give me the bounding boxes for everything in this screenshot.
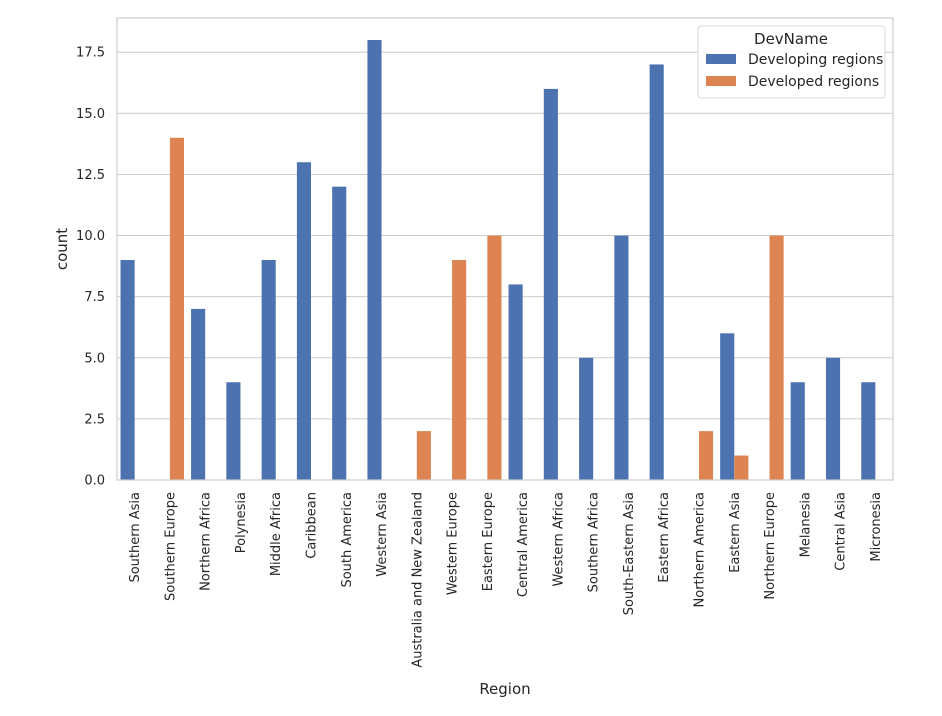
x-tick-label: Caribbean	[305, 492, 320, 559]
bar-developing	[649, 64, 664, 480]
x-tick-label: Northern Africa	[199, 492, 214, 591]
bar-developing	[332, 186, 347, 480]
y-tick-label: 17.5	[76, 46, 105, 61]
legend-label-developing: Developing regions	[748, 52, 883, 68]
x-tick-label: Micronesia	[869, 492, 884, 562]
x-tick-label: Southern Asia	[128, 492, 143, 583]
x-tick-label: Western Asia	[375, 492, 390, 577]
grid-lines	[117, 51, 893, 481]
x-tick-label: Melanesia	[798, 492, 813, 557]
bar-developed	[169, 137, 185, 480]
bar-developing	[543, 88, 558, 480]
bar-developed	[734, 455, 749, 480]
legend-swatch-developed	[706, 76, 736, 86]
bar-developed	[452, 260, 467, 480]
y-axis-label: count	[53, 228, 71, 270]
bar-developing	[191, 308, 206, 480]
bar-developing	[261, 260, 276, 480]
y-tick-labels: 0.0 2.5 5.0 7.5 10.0 12.5 15.0 17.5	[76, 46, 105, 489]
bar-developing	[226, 382, 241, 480]
legend-swatch-developing	[706, 54, 736, 64]
y-tick-label: 12.5	[76, 168, 105, 183]
y-tick-label: 15.0	[76, 107, 105, 122]
x-tick-label: Middle Africa	[269, 492, 284, 576]
x-tick-labels: Southern Asia Southern Europe Northern Afr…	[128, 492, 884, 668]
x-tick-label: Western Africa	[551, 492, 566, 587]
bar-developed	[769, 235, 784, 480]
bar-developing	[614, 235, 629, 480]
bar-developing	[120, 260, 135, 480]
bar-developing	[861, 382, 876, 480]
bar-developing	[790, 382, 805, 480]
y-tick-label: 2.5	[84, 412, 105, 427]
legend: DevName Developing regions Developed reg…	[697, 25, 886, 99]
x-tick-label: South America	[340, 492, 355, 588]
x-tick-label: Polynesia	[234, 492, 249, 553]
x-tick-label: Central Asia	[834, 492, 849, 571]
bar-developing	[720, 333, 735, 480]
legend-label-developed: Developed regions	[748, 74, 879, 90]
x-axis-label: Region	[479, 680, 530, 698]
x-tick-label: South-Eastern Asia	[622, 492, 637, 615]
x-tick-label: Western Europe	[446, 492, 461, 595]
y-tick-label: 10.0	[76, 229, 105, 244]
legend-title: DevName	[754, 30, 828, 48]
legend-box	[697, 25, 886, 99]
bar-developing	[508, 284, 523, 480]
x-tick-label: Australia and New Zealand	[410, 492, 425, 668]
x-tick-label: Eastern Asia	[728, 492, 743, 573]
bar-developed	[487, 235, 502, 480]
bars	[120, 40, 876, 480]
bar-developed	[416, 431, 431, 480]
bar-developing	[367, 40, 382, 480]
y-tick-label: 5.0	[84, 351, 105, 366]
bar-developing	[825, 357, 841, 480]
x-tick-label: Southern Europe	[163, 492, 178, 601]
plot-frame	[116, 17, 894, 481]
x-tick-label: Northern Europe	[763, 492, 778, 600]
x-tick-label: Eastern Europe	[481, 492, 496, 591]
x-tick-label: Eastern Africa	[657, 492, 672, 583]
bar-developed	[699, 431, 714, 480]
x-tick-label: Northern America	[693, 492, 708, 607]
bar-developing	[296, 162, 311, 480]
y-tick-label: 0.0	[84, 474, 105, 489]
y-tick-label: 7.5	[84, 290, 105, 305]
x-tick-label: Southern Africa	[587, 492, 602, 592]
bar-developing	[579, 357, 594, 480]
x-tick-label: Central America	[516, 492, 531, 597]
